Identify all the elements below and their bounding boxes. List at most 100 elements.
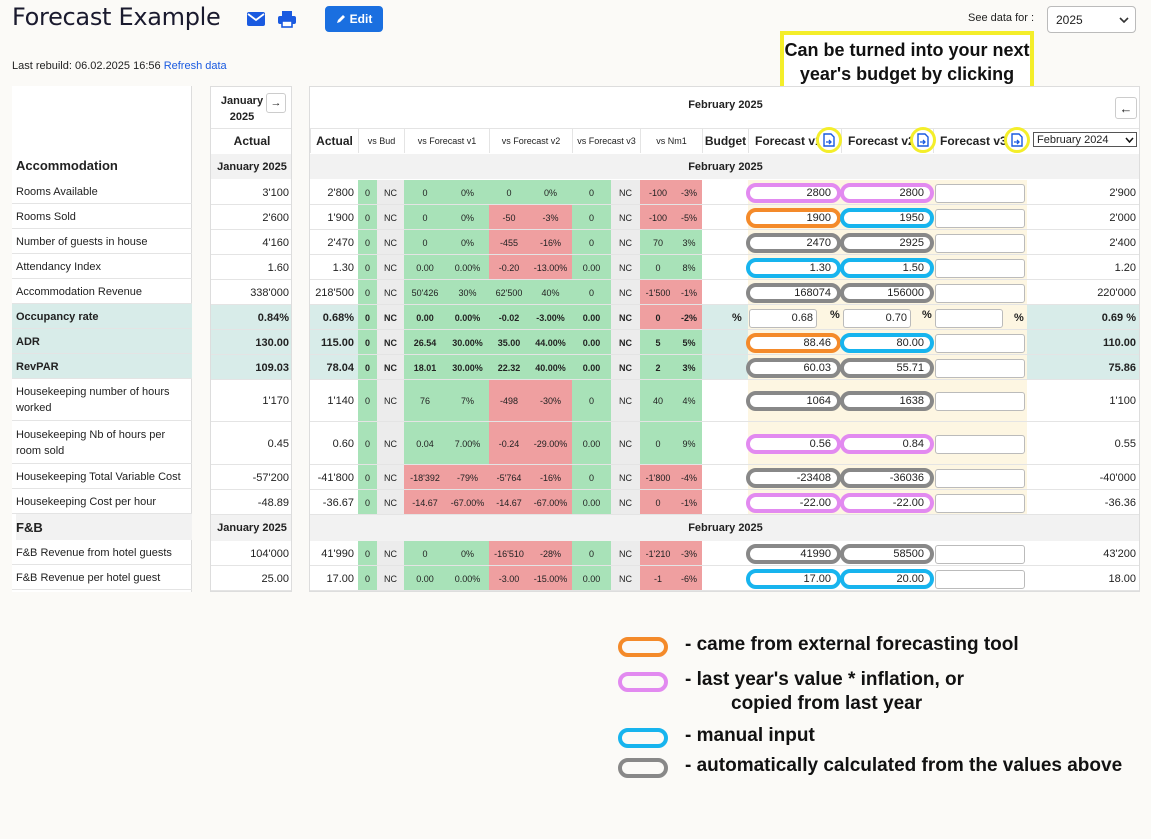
vs-budget-pct: NC — [377, 305, 404, 330]
forecast-v1-input[interactable]: 2800 — [746, 182, 841, 203]
forecast-v3-input[interactable] — [935, 233, 1025, 253]
forecast-v2-input[interactable]: 2800 — [840, 182, 934, 203]
vs-forecast-v3-pct: NC — [611, 255, 640, 280]
copy-to-budget-button[interactable] — [910, 127, 936, 153]
forecast-v3-input[interactable] — [935, 283, 1025, 303]
feb-actual-value: 0.60 — [332, 437, 354, 450]
vs-nm1-pct: -1% — [676, 490, 702, 515]
forecast-v3-input[interactable] — [935, 258, 1025, 278]
forecast-v3-input[interactable] — [935, 569, 1025, 589]
copy-to-budget-button[interactable] — [1004, 127, 1030, 153]
forecast-v2-input[interactable]: 2925 — [840, 232, 934, 253]
forecast-v1-input[interactable]: 1064 — [746, 391, 841, 411]
jan-actual-value: 1'170 — [262, 395, 289, 407]
year-select[interactable]: 2025 — [1047, 6, 1136, 33]
vs-forecast-v2-pct: 0% — [529, 180, 572, 205]
vs-forecast-v3-pct: NC — [611, 280, 640, 305]
forecast-v1-input[interactable]: 88.46 — [746, 332, 841, 353]
forecast-v1-input[interactable]: 1900 — [746, 207, 841, 228]
email-icon[interactable] — [246, 9, 266, 29]
forecast-v1-input[interactable]: 0.56 — [746, 433, 841, 454]
forecast-v3-input[interactable] — [935, 333, 1025, 353]
vs-nm1-value: 70 — [640, 230, 676, 255]
pct-sign: % — [1014, 311, 1024, 324]
row-divider — [211, 254, 291, 255]
vs-forecast-v1-pct: 7.00% — [446, 422, 489, 465]
forecast-v2-input[interactable]: 1638 — [840, 391, 934, 411]
forecast-v2-input[interactable]: 0.84 — [840, 433, 934, 454]
forecast-v1-input[interactable]: -23408 — [746, 467, 841, 488]
row-divider — [12, 420, 192, 421]
forecast-v2-input[interactable]: 80.00 — [840, 332, 934, 353]
col-header-3: vs Forecast v2 — [489, 129, 572, 153]
vs-forecast-v1-value: 0 — [404, 230, 446, 255]
forecast-v1-input[interactable]: 41990 — [746, 543, 841, 564]
forecast-v3-input[interactable] — [935, 468, 1025, 488]
forecast-v2-value: 0.70 — [885, 312, 907, 324]
print-icon[interactable] — [277, 9, 297, 29]
forecast-v2-input[interactable]: 1.50 — [840, 257, 934, 278]
forecast-v3-input[interactable] — [935, 544, 1025, 564]
forecast-v2-input[interactable]: -36036 — [840, 467, 934, 488]
jan-actual-value: 1.60 — [267, 261, 289, 274]
refresh-link[interactable]: Refresh data — [163, 60, 227, 72]
forecast-v2-input[interactable]: -22.00 — [840, 492, 934, 513]
forecast-v3-input[interactable] — [935, 392, 1025, 411]
vs-nm1-value: 5 — [640, 330, 676, 355]
vs-forecast-v2-value: -3.00 — [489, 566, 529, 591]
forecast-v3-input[interactable] — [935, 358, 1025, 378]
compare-period-value: February 2024 — [1037, 133, 1109, 146]
row-divider — [310, 379, 1139, 380]
page-title: Forecast Example — [12, 3, 221, 31]
forecast-v3-input[interactable] — [935, 493, 1025, 513]
col-header-4: vs Forecast v3 — [572, 129, 640, 153]
vs-nm1-value: 2 — [640, 355, 676, 380]
forecast-v2-input[interactable]: 55.71 — [840, 357, 934, 378]
row-label: Rooms Sold — [16, 210, 76, 223]
forecast-v2-input[interactable]: 58500 — [840, 543, 934, 564]
row-divider — [12, 378, 192, 379]
rebuild-label: Last rebuild: 06.02.2025 16:56 — [12, 60, 161, 72]
row-label: F&B Revenue per hotel guest — [16, 571, 161, 584]
jan-header: January 2025 — [220, 95, 264, 123]
forecast-v1-input[interactable]: 2470 — [746, 232, 841, 253]
chevron-down-icon — [1125, 137, 1134, 143]
edit-label: Edit — [349, 12, 373, 26]
vs-forecast-v2-value: -498 — [489, 380, 529, 422]
row-divider — [310, 354, 1139, 355]
february-panel: February 2025 ← Actual vs Bud vs Forecast v1… — [309, 86, 1140, 592]
vs-budget-pct: NC — [377, 230, 404, 255]
vs-forecast-v3-value: 0 — [572, 465, 611, 490]
forecast-v2-input[interactable]: 1950 — [840, 207, 934, 228]
last-year-value: -36.36 — [1104, 496, 1136, 509]
row-divider — [310, 204, 1139, 205]
forecast-v1-input[interactable]: -22.00 — [746, 492, 841, 513]
vs-forecast-v1-pct: 7% — [446, 380, 489, 422]
forecast-v1-value: 0.68 — [791, 312, 813, 324]
compare-period-select[interactable]: February 2024 — [1033, 132, 1137, 147]
forecast-v3-input[interactable] — [935, 434, 1025, 454]
vs-budget-pct: NC — [377, 465, 404, 490]
forecast-v1-input[interactable]: 168074 — [746, 282, 841, 303]
vs-forecast-v1-value: 0.00 — [404, 305, 446, 330]
copy-to-budget-button[interactable] — [816, 127, 842, 153]
vs-forecast-v3-pct: NC — [611, 180, 640, 205]
forecast-v1-input[interactable]: 60.03 — [746, 357, 841, 378]
vs-forecast-v2-pct: -67.00% — [529, 490, 572, 515]
forecast-v1-input[interactable] — [749, 308, 817, 328]
arrow-right-icon[interactable]: → — [266, 93, 286, 113]
edit-button[interactable]: Edit — [325, 6, 383, 32]
arrow-left-icon[interactable]: ← — [1115, 97, 1137, 119]
forecast-v2-input[interactable]: 20.00 — [840, 568, 934, 589]
legend-swatch — [618, 728, 668, 748]
vs-forecast-v2-pct: -13.00% — [529, 255, 572, 280]
forecast-v1-input[interactable]: 17.00 — [746, 568, 841, 589]
jan-actual-label: Actual — [233, 134, 271, 148]
forecast-v2-input[interactable]: 156000 — [840, 282, 934, 303]
forecast-v2-input[interactable] — [843, 308, 911, 328]
forecast-v3-input[interactable] — [935, 308, 1003, 328]
forecast-v3-input[interactable] — [935, 183, 1025, 203]
feb-actual-value: -41'800 — [317, 471, 354, 484]
forecast-v3-input[interactable] — [935, 208, 1025, 228]
forecast-v1-input[interactable]: 1.30 — [746, 257, 841, 278]
